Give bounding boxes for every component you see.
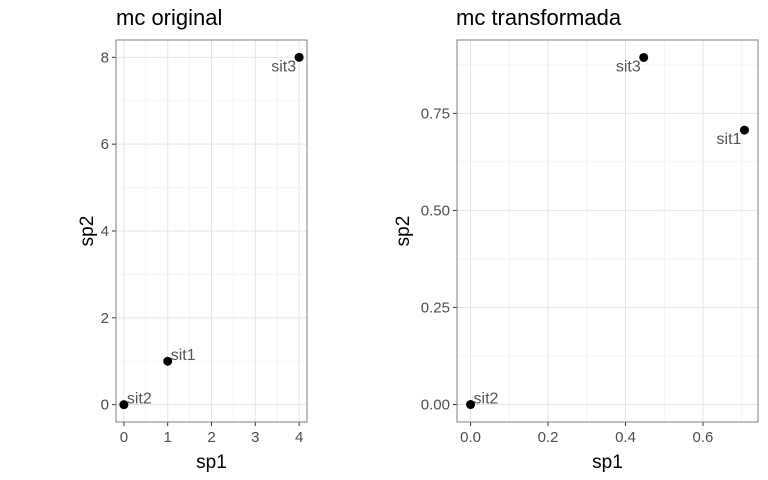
point-label-sit3: sit3: [616, 58, 641, 75]
x-tick-label: 3: [251, 429, 259, 446]
data-point-sit2: [119, 400, 129, 410]
y-tick-label: 8: [101, 49, 109, 66]
x-tick-label: 0.6: [693, 429, 714, 446]
y-axis-title: sp2: [393, 216, 414, 247]
x-axis-title: sp1: [196, 452, 227, 473]
panel-1: 0 1 2 3 4 0 2 4 6 8 sit1 sit2 sit3 mc original sp1 sp2: [77, 5, 308, 473]
x-tick-label: 0.2: [538, 429, 559, 446]
data-point-sit1: [739, 125, 749, 135]
y-tick-label: 0.50: [421, 202, 450, 219]
x-tick-label: 0.0: [460, 429, 481, 446]
point-label-sit2: sit2: [474, 391, 499, 408]
panel-border: [115, 39, 308, 423]
y-tick-label: 0.25: [421, 299, 450, 316]
panel-2: 0.0 0.2 0.4 0.6 0.00 0.25 0.50 0.75 sit1 sit2 sit3…: [393, 5, 759, 473]
data-point-sit3: [294, 52, 304, 62]
y-tick-label: 0: [101, 397, 109, 414]
point-label-sit1: sit1: [171, 347, 196, 364]
y-tick-label: 2: [101, 310, 109, 327]
x-tick-label: 2: [207, 429, 215, 446]
point-label-sit2: sit2: [127, 391, 152, 408]
x-tick-label: 0.4: [615, 429, 636, 446]
x-tick-label: 1: [164, 429, 172, 446]
data-point-sit3: [639, 52, 649, 62]
panel-border: [456, 39, 759, 423]
point-label-sit1: sit1: [717, 131, 742, 148]
y-tick-label: 0.00: [421, 397, 450, 414]
chart-title: mc original: [116, 5, 222, 30]
y-tick-label: 0.75: [421, 105, 450, 122]
x-axis-title: sp1: [592, 452, 623, 473]
y-tick-label: 4: [101, 223, 109, 240]
x-tick-label: 4: [295, 429, 303, 446]
point-label-sit3: sit3: [271, 58, 296, 75]
chart-title: mc transformada: [456, 5, 622, 30]
data-point-sit1: [163, 356, 173, 366]
y-axis-title: sp2: [77, 216, 98, 247]
data-point-sit2: [466, 400, 476, 410]
x-tick-label: 0: [120, 429, 128, 446]
y-tick-label: 6: [101, 136, 109, 153]
